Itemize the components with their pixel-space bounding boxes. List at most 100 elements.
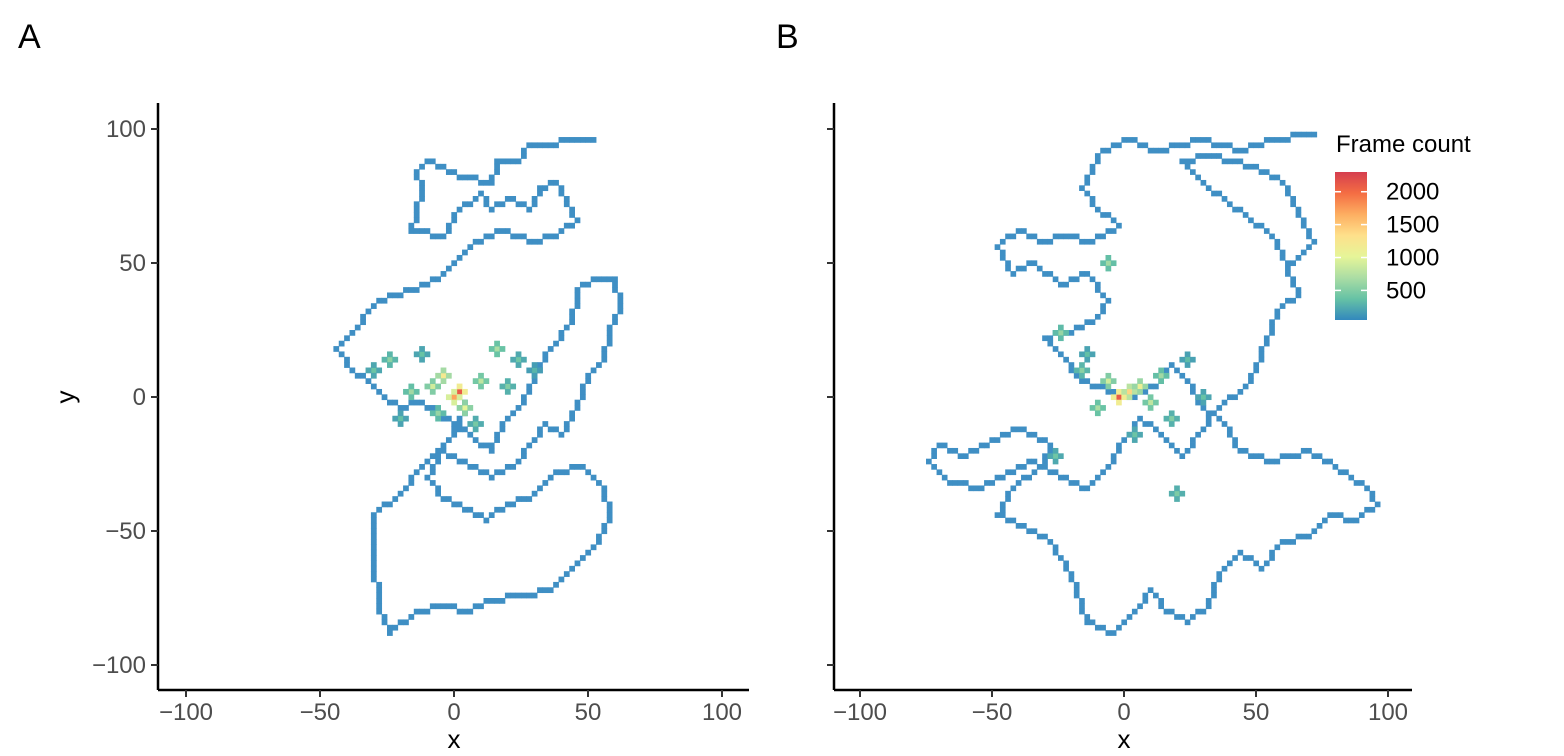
heatmap-cell <box>1063 560 1069 567</box>
heatmap-cell <box>1348 474 1355 481</box>
heatmap-cell <box>558 190 565 197</box>
heatmap-cell <box>1300 249 1307 256</box>
heatmap-cell <box>1290 131 1296 138</box>
heatmap-cell <box>1263 137 1270 143</box>
heatmap-cell <box>1089 238 1096 245</box>
heatmap-cell <box>1089 201 1096 208</box>
heatmap-cell <box>1300 447 1307 454</box>
heatmap-cell <box>381 356 388 363</box>
heatmap-cell <box>1105 389 1112 395</box>
heatmap-cell <box>1089 405 1096 411</box>
x-tick-label: −50 <box>300 699 341 726</box>
heatmap-cell <box>531 196 538 202</box>
heatmap-cell <box>494 228 500 234</box>
heatmap-cell <box>1279 303 1286 309</box>
heatmap-cell <box>467 174 474 181</box>
heatmap-cell <box>499 158 506 165</box>
heatmap-cell <box>558 185 565 192</box>
heatmap-cell <box>1079 598 1085 604</box>
legend-ticks: 2000 1500 1000 500 <box>1335 179 1439 304</box>
heatmap-cell <box>1179 490 1186 497</box>
heatmap-cell <box>499 469 506 476</box>
heatmap-cell <box>403 405 409 411</box>
heatmap-cell <box>483 201 490 208</box>
heatmap-cell <box>542 142 549 149</box>
heatmap-cell <box>462 201 468 208</box>
heatmap-cell <box>435 485 441 492</box>
heatmap-cell <box>424 158 431 165</box>
heatmap-cell <box>1200 153 1207 159</box>
heatmap-cell <box>579 388 586 395</box>
heatmap-cell <box>451 399 458 406</box>
heatmap-cell <box>1105 212 1112 218</box>
heatmap-cell <box>537 238 543 245</box>
heatmap-cell <box>547 233 554 240</box>
heatmap-cell <box>472 464 479 470</box>
axes-b: −100 −50 0 50 100 <box>827 103 1412 726</box>
heatmap-cell <box>1047 539 1054 545</box>
heatmap-cell <box>370 517 377 524</box>
heatmap-cell <box>429 410 436 417</box>
heatmap-cell <box>483 196 490 202</box>
heatmap-cell <box>1190 614 1196 620</box>
heatmap-cell <box>392 496 399 502</box>
heatmap-cell <box>488 442 495 449</box>
heatmap-cell <box>1237 158 1244 165</box>
heatmap-cell <box>451 169 458 175</box>
heatmap-cell <box>1248 378 1254 384</box>
heatmap-cell <box>596 480 602 486</box>
y-tick-label: 50 <box>119 250 146 277</box>
heatmap-cell <box>1047 442 1054 449</box>
heatmap-cell <box>999 474 1006 481</box>
heatmap-cell <box>376 581 383 588</box>
heatmap-cell <box>1364 506 1370 513</box>
heatmap-cell <box>936 469 943 476</box>
heatmap-cell <box>381 501 388 508</box>
heatmap-cell <box>1105 378 1112 384</box>
heatmap-cell <box>563 324 570 331</box>
heatmap-cell <box>574 303 581 309</box>
heatmap-cell <box>1290 196 1296 202</box>
heatmap-cell <box>504 196 511 202</box>
heatmap-cell <box>1226 158 1233 165</box>
heatmap-cell <box>553 233 559 240</box>
heatmap-cell <box>1237 389 1244 395</box>
heatmap-cell <box>435 233 441 240</box>
x-axis-title-a: x <box>448 724 461 754</box>
heatmap-cell <box>408 383 415 390</box>
heatmap-cell <box>499 346 506 352</box>
heatmap-cell <box>1142 142 1149 149</box>
heatmap-cell <box>1073 233 1080 240</box>
heatmap-cell <box>1116 624 1122 631</box>
heatmap-cell <box>440 447 447 454</box>
heatmap-cell <box>462 506 468 513</box>
heatmap-cell <box>1094 474 1101 481</box>
heatmap-cell <box>488 346 495 352</box>
heatmap-cell <box>392 624 399 631</box>
heatmap-cell <box>1047 447 1054 454</box>
heatmap-cell <box>456 254 463 261</box>
heatmap-cell <box>526 496 533 502</box>
heatmap-cell <box>1211 410 1217 417</box>
heatmap-cell <box>563 469 570 476</box>
heatmap-cell <box>1232 147 1238 154</box>
heatmap-cell <box>1131 383 1138 390</box>
heatmap-cell <box>1110 378 1117 384</box>
heatmap-cell <box>419 179 425 186</box>
heatmap-cell <box>408 474 415 481</box>
heatmap-cell <box>440 496 447 502</box>
heatmap-cell <box>1094 313 1101 320</box>
heatmap-cell <box>1200 608 1207 615</box>
heatmap-cell <box>445 265 452 272</box>
heatmap-cell <box>456 405 463 411</box>
heatmap-cell <box>1121 437 1128 443</box>
heatmap-cell <box>537 190 543 197</box>
heatmap-cell <box>1168 415 1175 422</box>
heatmap-cell <box>1226 394 1233 401</box>
heatmap-cell <box>1079 378 1085 384</box>
heatmap-cell <box>1174 142 1180 149</box>
heatmap-cell <box>435 163 441 170</box>
color-legend: Frame count 2000 1500 1000 500 <box>1335 131 1471 320</box>
heatmap-cell <box>1168 490 1175 497</box>
heatmap-cell <box>1068 330 1075 336</box>
